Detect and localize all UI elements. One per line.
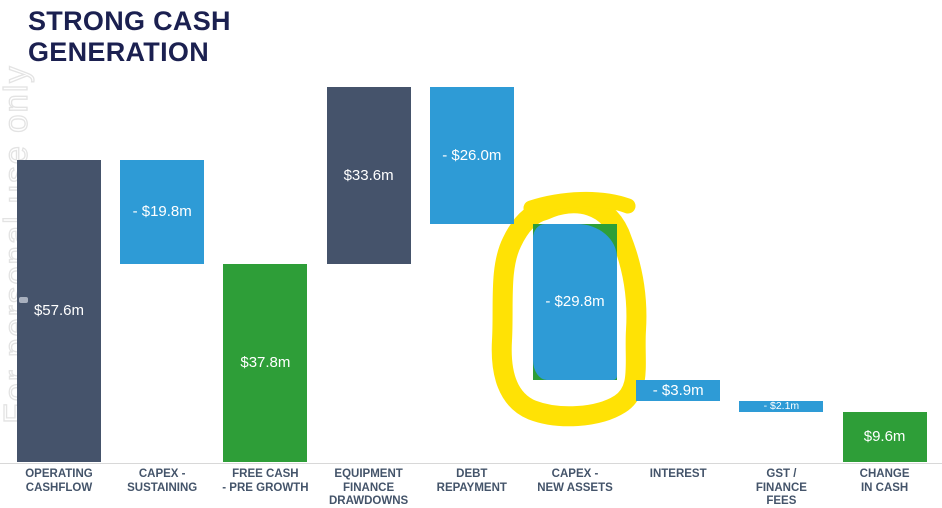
bar-free-cash-pre-growth: $37.8m — [223, 263, 308, 462]
category-label-line: DRAWDOWNS — [328, 495, 409, 507]
category-label-line: GST / — [766, 468, 797, 480]
bar-value-label: - $3.9m — [652, 381, 704, 399]
category-label-line: IN CASH — [860, 481, 909, 494]
bar-capex-new-assets: - $29.8m — [533, 223, 617, 381]
category-label-line: CAPEX - — [138, 468, 186, 480]
bar-interest: - $3.9m — [636, 380, 721, 401]
category-label-line: CAPEX - — [551, 468, 599, 480]
slide-title-line2: GENERATION — [28, 37, 210, 67]
category-label-line: FEES — [766, 495, 797, 507]
bar-value-label: - $26.0m — [442, 146, 502, 164]
bar-value-label: - $2.1m — [763, 400, 800, 413]
bar-value-label: $9.6m — [863, 428, 906, 446]
category-label-line: NEW ASSETS — [537, 481, 613, 494]
bar-value-label: $37.8m — [240, 354, 291, 372]
category-label-operating-cashflow: OPERATING CASHFLOW — [1, 468, 117, 495]
bar-equipment-finance-drawdowns: $33.6m — [326, 87, 411, 264]
category-label-free-cash-pre-growth: FREE CASH - PRE GROWTH — [207, 468, 323, 495]
bar-value-label: - $29.8m — [545, 293, 605, 311]
slide-title-line1: STRONG CASH — [28, 6, 231, 36]
category-label-equipment-finance-drawdowns: EQUIPMENT FINANCE DRAWDOWNS — [311, 468, 427, 508]
category-label-capex-new-assets: CAPEX - NEW ASSETS — [517, 468, 633, 495]
category-label-line: CHANGE — [859, 468, 910, 480]
category-label-interest: INTEREST — [620, 468, 736, 482]
highlight-circle-tail-stroke — [523, 191, 636, 216]
category-label-line: INTEREST — [649, 468, 707, 480]
category-label-capex-sustaining: CAPEX - SUSTAINING — [104, 468, 220, 495]
category-label-gst-finance-fees: GST / FINANCE FEES — [723, 468, 839, 508]
bar-value-label: $33.6m — [343, 166, 394, 184]
category-label-change-in-cash: CHANGE IN CASH — [827, 468, 942, 495]
watermark-fragment — [19, 297, 28, 303]
bar-operating-cashflow: $57.6m — [17, 159, 101, 462]
bar-debt-repayment: - $26.0m — [429, 87, 514, 224]
bar-value-label: - $19.8m — [132, 203, 192, 221]
category-label-line: FINANCE — [755, 481, 807, 494]
category-label-debt-repayment: DEBT REPAYMENT — [414, 468, 530, 495]
category-label-line: CASHFLOW — [25, 481, 93, 494]
bar-gst-finance-fees: - $2.1m — [739, 400, 824, 413]
bar-change-in-cash: $9.6m — [842, 411, 927, 462]
category-label-line: - PRE GROWTH — [222, 481, 309, 494]
category-label-line: FREE CASH — [232, 468, 299, 480]
bar-capex-sustaining: - $19.8m — [120, 159, 205, 264]
x-axis-line — [0, 463, 942, 464]
category-label-line: EQUIPMENT — [334, 468, 403, 480]
slide-title: STRONG CASH GENERATION — [28, 6, 231, 68]
category-label-line: DEBT — [456, 468, 488, 480]
category-label-line: SUSTAINING — [127, 481, 198, 494]
bar-value-label: $57.6m — [33, 302, 85, 320]
category-label-line: FINANCE — [343, 481, 395, 494]
category-label-line: REPAYMENT — [436, 481, 507, 494]
category-label-line: OPERATING — [25, 468, 93, 480]
